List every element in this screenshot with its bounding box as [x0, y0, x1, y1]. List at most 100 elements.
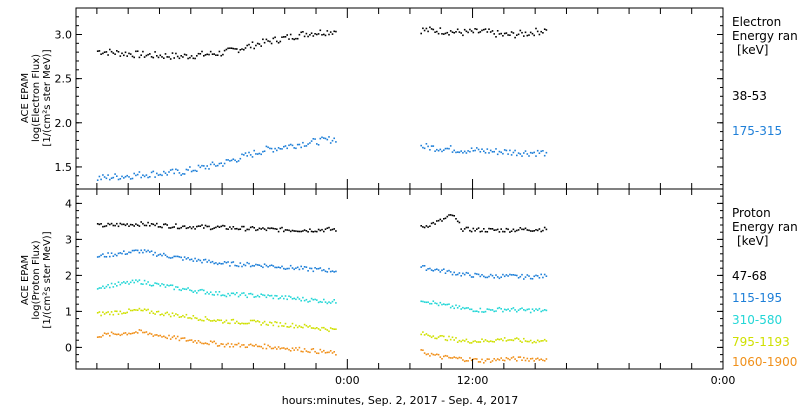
data-point: [538, 228, 541, 230]
data-point: [230, 261, 233, 264]
data-point: [474, 310, 476, 313]
data-point: [176, 255, 179, 258]
data-point: [526, 153, 529, 155]
data-point: [258, 43, 261, 45]
data-point: [281, 226, 283, 229]
data-point: [429, 267, 431, 270]
data-point: [229, 160, 231, 162]
data-point: [201, 261, 203, 264]
data-point: [496, 228, 499, 231]
data-point: [303, 145, 306, 147]
data-point: [208, 168, 210, 170]
data-point: [147, 308, 149, 311]
data-point: [161, 226, 163, 229]
data-point: [289, 230, 292, 233]
data-point: [465, 307, 468, 309]
data-point: [236, 48, 238, 50]
data-point: [295, 298, 297, 301]
data-point: [446, 270, 449, 272]
data-point: [460, 228, 462, 230]
data-point: [163, 335, 165, 338]
data-point: [107, 54, 109, 56]
data-point: [223, 321, 226, 323]
data-point: [269, 295, 271, 297]
data-point: [206, 342, 208, 345]
data-point: [117, 225, 120, 228]
data-point: [307, 35, 309, 38]
data-point: [300, 326, 302, 328]
data-point: [249, 319, 252, 322]
data-point: [286, 347, 288, 350]
data-point: [236, 161, 238, 163]
data-point: [230, 319, 233, 321]
data-point: [448, 147, 450, 150]
data-point: [206, 261, 208, 263]
data-point: [479, 361, 482, 363]
data-point: [169, 227, 172, 229]
data-point: [512, 274, 515, 276]
proton-legend-47-68: 47-68: [732, 269, 767, 283]
data-point: [262, 266, 264, 269]
data-point: [463, 28, 466, 31]
data-point: [430, 352, 433, 355]
data-point: [535, 341, 537, 344]
data-point: [103, 51, 106, 53]
data-point: [333, 228, 335, 230]
data-point: [199, 259, 202, 262]
data-point: [194, 169, 196, 172]
data-point: [486, 31, 489, 33]
data-point: [427, 268, 429, 270]
data-point: [201, 50, 203, 53]
data-point: [477, 341, 480, 343]
data-point: [526, 229, 529, 231]
data-point: [503, 149, 506, 151]
data-point: [335, 141, 337, 143]
data-point: [463, 360, 466, 363]
data-point: [121, 282, 123, 284]
data-point: [156, 172, 158, 175]
electron-ylabel-line3: [1/(cm²s ster MeV)]: [42, 49, 53, 146]
data-point: [328, 351, 330, 354]
data-point: [528, 360, 530, 362]
data-point: [136, 224, 139, 226]
data-point: [96, 312, 99, 314]
data-point: [150, 56, 153, 58]
data-point: [220, 225, 222, 228]
data-point: [521, 228, 523, 231]
data-point: [173, 255, 175, 258]
data-point: [538, 307, 541, 310]
data-point: [133, 225, 135, 227]
data-point: [321, 228, 323, 231]
data-point: [265, 347, 268, 350]
data-point: [326, 30, 329, 32]
data-point: [491, 309, 494, 311]
data-point: [121, 252, 123, 255]
data-point: [309, 351, 311, 354]
data-point: [248, 228, 250, 231]
data-point: [314, 33, 316, 35]
data-point: [429, 149, 431, 151]
data-point: [427, 30, 429, 33]
data-point: [201, 288, 203, 291]
data-point: [131, 279, 134, 282]
data-point: [269, 264, 271, 267]
data-point: [154, 334, 156, 336]
data-point: [502, 310, 504, 313]
proton-legend-title: Proton: [732, 206, 771, 220]
proton-ylabel-line2: log(Proton Flux): [31, 240, 42, 319]
data-point: [183, 288, 186, 290]
data-point: [236, 343, 238, 346]
data-point: [531, 357, 534, 360]
data-point: [178, 172, 181, 174]
data-point: [316, 268, 318, 270]
data-point: [545, 151, 548, 154]
data-point: [102, 285, 104, 288]
data-point: [324, 352, 327, 354]
data-point: [488, 358, 490, 360]
data-point: [140, 221, 142, 223]
data-point: [455, 337, 457, 339]
data-point: [477, 227, 480, 229]
data-point: [467, 31, 469, 34]
data-point: [161, 56, 163, 58]
series-38-53: [96, 26, 548, 60]
